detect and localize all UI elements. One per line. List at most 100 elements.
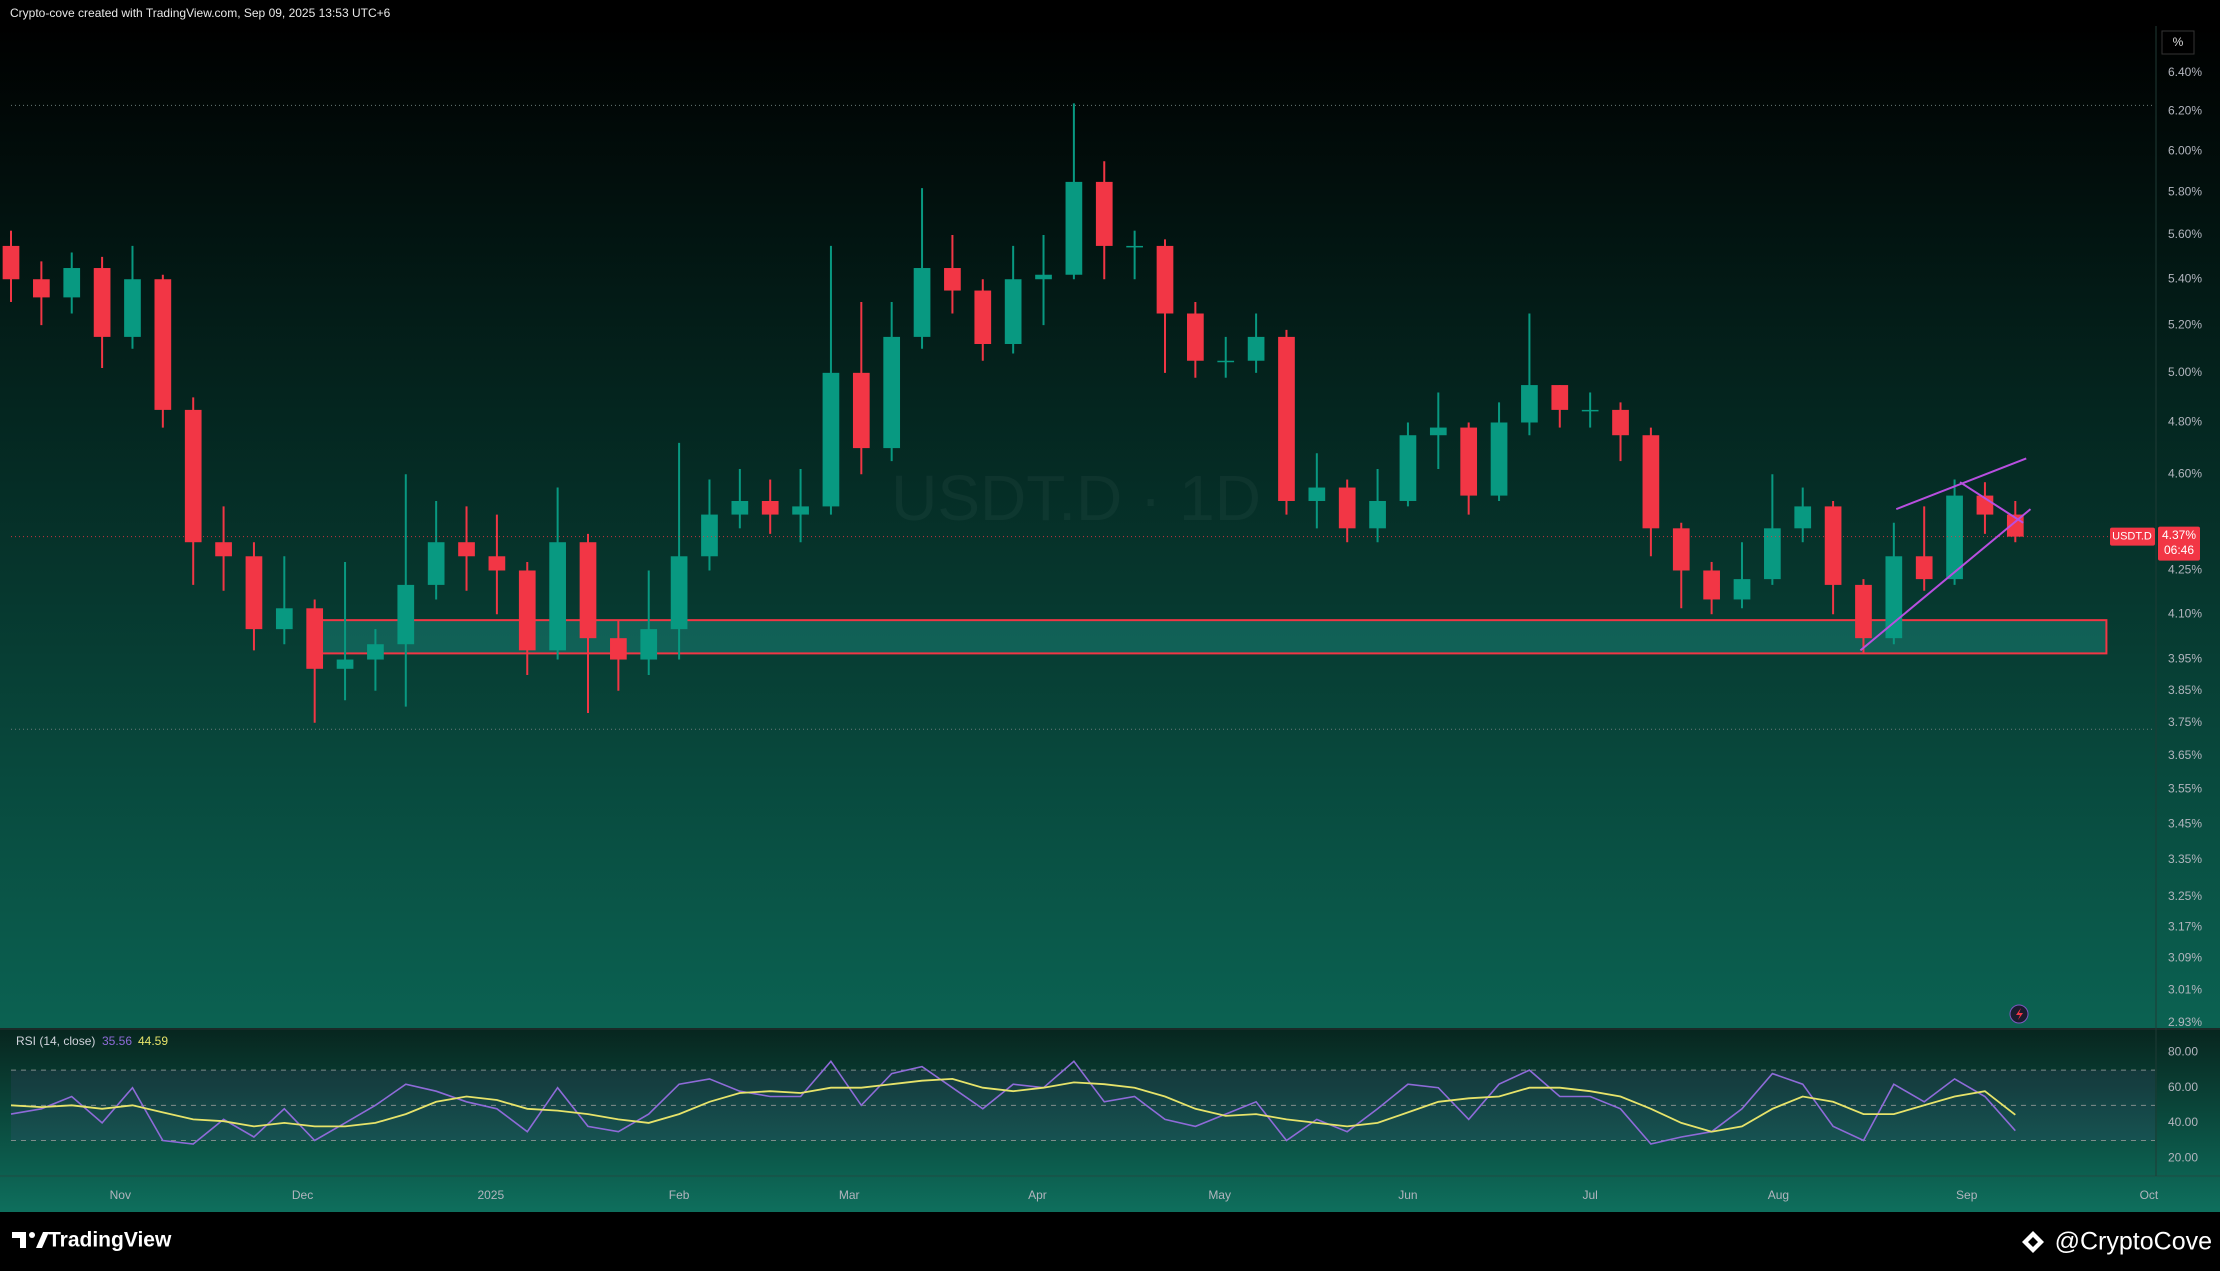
- candle-body: [1308, 487, 1326, 501]
- y-tick-label: 5.40%: [2168, 271, 2202, 285]
- y-tick-label: 3.95%: [2168, 652, 2202, 666]
- candle-body: [275, 608, 293, 630]
- y-tick-label: 5.20%: [2168, 317, 2202, 331]
- candle-body: [154, 279, 172, 410]
- candle-body: [1065, 181, 1083, 275]
- y-tick-label: 4.25%: [2168, 563, 2202, 577]
- candle-body: [1035, 274, 1052, 280]
- candle-body: [1095, 181, 1113, 246]
- pane-separator: [0, 1028, 2220, 1030]
- candle-body: [1824, 506, 1842, 585]
- symbol-label: USDT.D: [2112, 531, 2152, 543]
- x-tick-label: Apr: [1028, 1188, 1047, 1202]
- y-tick-label: 4.10%: [2168, 606, 2202, 620]
- candle-body: [1915, 556, 1933, 580]
- x-tick-label: Jul: [1582, 1188, 1597, 1202]
- candle-body: [731, 500, 749, 515]
- candle-body: [670, 556, 688, 630]
- candle-body: [1156, 245, 1174, 314]
- candle-body: [367, 644, 384, 660]
- countdown: 06:46: [2164, 543, 2194, 557]
- rsi-line: [10, 1059, 2016, 1145]
- y-tick-label: 3.65%: [2168, 748, 2202, 762]
- candle-body: [1187, 313, 1204, 361]
- y-tick-label: 3.25%: [2168, 889, 2202, 903]
- y-tick-label: 6.20%: [2168, 103, 2202, 117]
- candle-body: [1247, 336, 1265, 361]
- candle-body: [852, 372, 870, 449]
- rsi-pane: [0, 1030, 2220, 1212]
- handle: @CryptoCove: [2055, 1228, 2212, 1256]
- candle-body: [1521, 385, 1538, 423]
- candle-body: [1733, 579, 1751, 600]
- candle-body: [427, 542, 445, 585]
- x-tick-label: Sep: [1956, 1188, 1978, 1202]
- y-tick-label: 3.85%: [2168, 683, 2202, 697]
- symbol-tag: [2110, 527, 2155, 546]
- candle-body: [610, 638, 627, 660]
- candle-body: [1278, 336, 1295, 501]
- candle-body: [883, 336, 901, 449]
- candle-body: [761, 500, 779, 515]
- candle-body: [1764, 528, 1781, 580]
- rsi-tick-label: 60.00: [2168, 1080, 2198, 1094]
- candle-body: [1429, 427, 1447, 436]
- y-tick-label: 3.17%: [2168, 919, 2202, 933]
- candle-body: [1855, 584, 1872, 639]
- y-tick-label: 5.60%: [2168, 227, 2202, 241]
- x-tick-label: Dec: [292, 1188, 313, 1202]
- brand: TradingView: [48, 1229, 172, 1252]
- candle-body: [93, 268, 111, 337]
- candle-body: [1490, 422, 1508, 496]
- scale-mode[interactable]: %: [2173, 35, 2184, 49]
- candle-body: [1217, 360, 1235, 363]
- candle-body: [397, 584, 415, 645]
- candle-body: [33, 279, 50, 298]
- candle-body: [1642, 435, 1660, 529]
- x-tick-label: Aug: [1768, 1188, 1789, 1202]
- candle-body: [1460, 427, 1478, 496]
- x-tick-label: Feb: [669, 1188, 690, 1202]
- y-tick-label: 3.45%: [2168, 816, 2202, 830]
- trendline: [1859, 508, 2032, 652]
- candle-body: [245, 556, 263, 630]
- y-tick-label: 4.80%: [2168, 415, 2202, 429]
- alert-bolt: [2016, 1008, 2023, 1020]
- y-tick-label: 5.00%: [2168, 365, 2202, 379]
- price-tag: [2158, 526, 2200, 561]
- y-tick-label: 3.35%: [2168, 852, 2202, 866]
- candle-body: [1612, 409, 1629, 436]
- candle-body: [1399, 435, 1417, 501]
- handle-icon: [2022, 1231, 2044, 1253]
- candle-body: [215, 542, 232, 557]
- candle-body: [488, 556, 506, 571]
- x-tick-label: Nov: [110, 1188, 131, 1202]
- candle-body: [792, 506, 809, 515]
- candle-body: [124, 279, 141, 337]
- candle-body: [913, 268, 931, 337]
- tv-logo: [12, 1232, 49, 1248]
- rsi-value: 44.59: [138, 1034, 168, 1048]
- x-tick-label: 2025: [477, 1188, 504, 1202]
- candle-body: [1551, 385, 1569, 410]
- y-tick-label: 2.93%: [2168, 1015, 2202, 1029]
- candle-body: [1338, 487, 1356, 529]
- y-tick-label: 6.00%: [2168, 143, 2202, 157]
- candle-body: [1703, 570, 1720, 600]
- y-tick-label: 3.09%: [2168, 950, 2202, 964]
- x-tick-label: Mar: [839, 1188, 860, 1202]
- candle-body: [1369, 500, 1386, 529]
- y-tick-label: 4.60%: [2168, 466, 2202, 480]
- scale-mode-box[interactable]: [2161, 30, 2195, 55]
- candle-body: [640, 629, 658, 660]
- y-tick-label: 5.80%: [2168, 185, 2202, 199]
- candle-body: [974, 290, 992, 344]
- candle-body: [549, 542, 566, 651]
- trendline: [1959, 481, 2024, 524]
- candle-body: [1885, 556, 1903, 639]
- x-tick-label: Jun: [1398, 1188, 1417, 1202]
- y-tick-label: 3.01%: [2168, 982, 2202, 996]
- candle-body: [1672, 528, 1690, 571]
- candle-body: [701, 514, 718, 557]
